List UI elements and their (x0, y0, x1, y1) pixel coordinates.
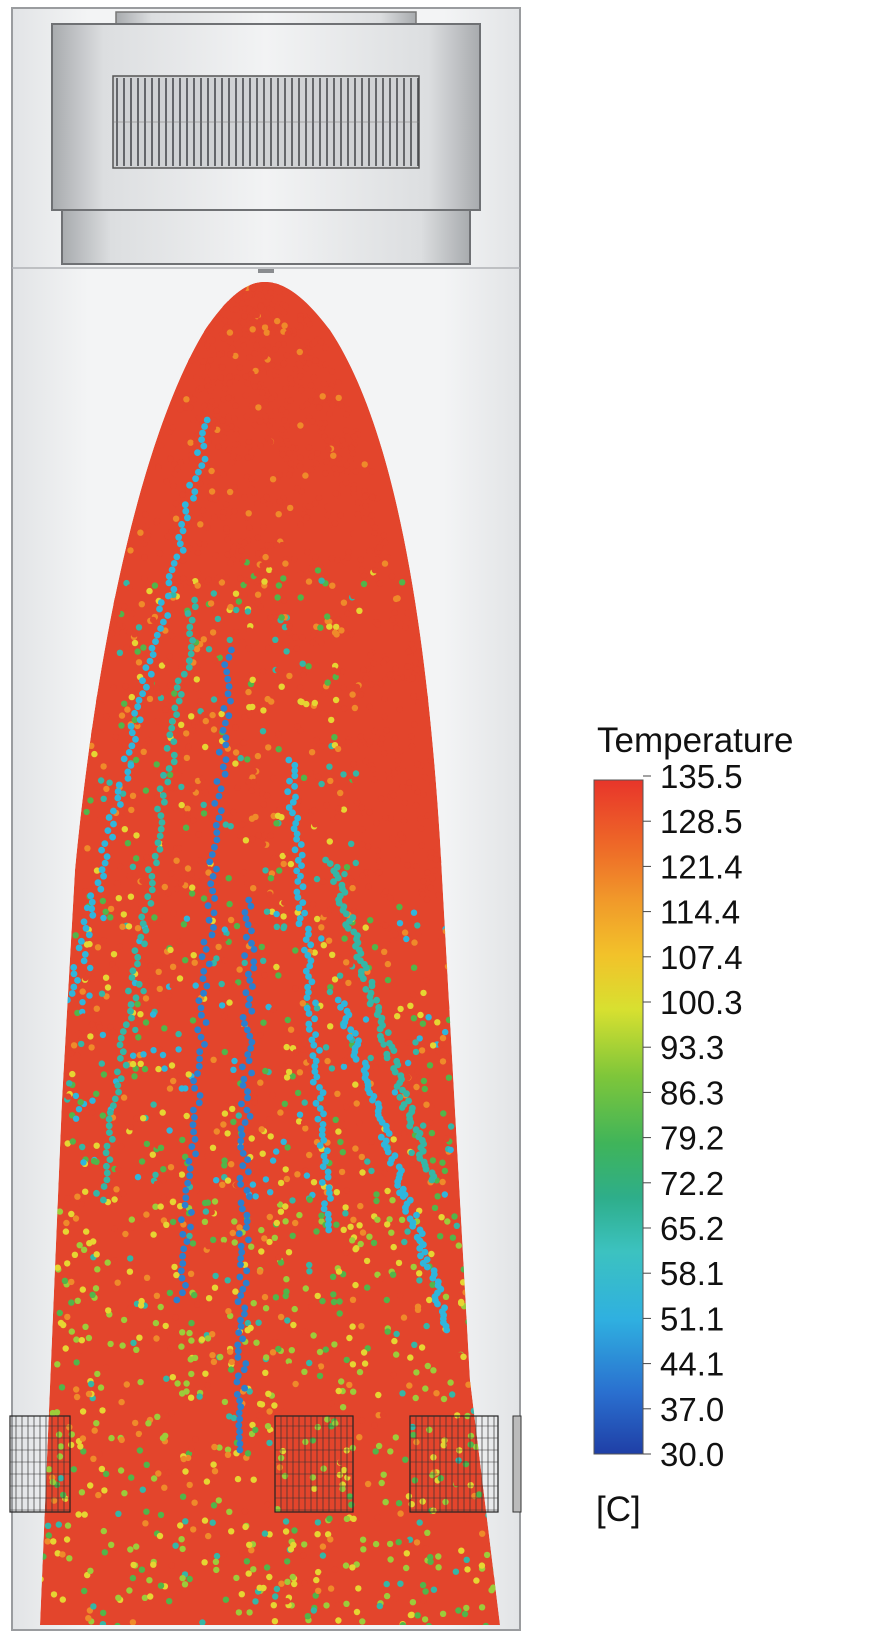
legend-tick-label: 114.4 (660, 894, 740, 931)
legend-title: Temperature (597, 721, 793, 760)
temperature-legend: Temperature 135.5 128.5 121.4 114.4 107.4 100… (593, 721, 793, 1529)
legend-tick-label: 79.2 (660, 1120, 724, 1157)
legend-unit: [C] (596, 1490, 641, 1529)
legend-tick-label: 51.1 (660, 1300, 724, 1337)
legend-tick-label: 58.1 (660, 1255, 724, 1292)
particle-plume (40, 282, 500, 1625)
legend-ticks: 135.5 128.5 121.4 114.4 107.4 100.3 93.3 86.3 79… (643, 758, 743, 1473)
legend-tick-label: 128.5 (660, 803, 743, 840)
legend-colorbar (593, 779, 644, 1455)
legend-tick-label: 93.3 (660, 1029, 724, 1066)
inlet-grilles (9, 1415, 522, 1513)
legend-tick-label: 30.0 (660, 1436, 724, 1473)
cap-grille-lines (113, 78, 419, 166)
legend-tick-label: 37.0 (660, 1391, 724, 1428)
legend-tick-label: 107.4 (660, 939, 743, 976)
legend-tick-label: 121.4 (660, 848, 743, 885)
legend-tick-label: 72.2 (660, 1165, 724, 1202)
legend-tick-label: 86.3 (660, 1074, 724, 1111)
legend-tick-label: 65.2 (660, 1210, 724, 1247)
legend-tick-label: 135.5 (660, 758, 743, 795)
legend-tick-label: 44.1 (660, 1346, 724, 1383)
top-cap (51, 11, 481, 273)
legend-tick-label: 100.3 (660, 984, 743, 1021)
